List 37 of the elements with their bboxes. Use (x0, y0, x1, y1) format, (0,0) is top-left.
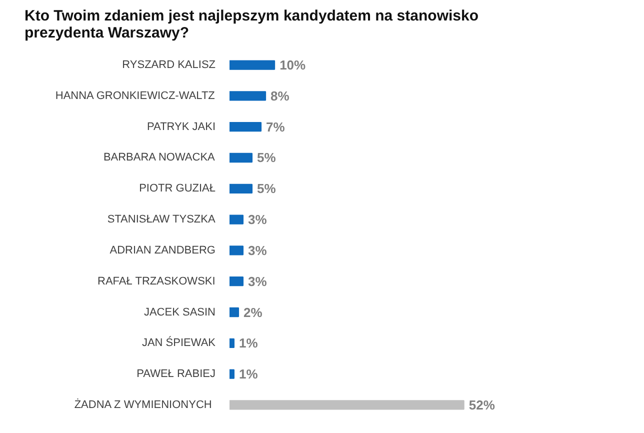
data-label: 3% (248, 274, 268, 289)
y-tick-label: PAWEŁ RABIEJ (136, 368, 216, 380)
bar (230, 338, 235, 348)
bar (230, 91, 266, 101)
data-label: 5% (257, 181, 276, 196)
data-label: 52% (468, 397, 496, 412)
y-tick-label: RAFAŁ TRZASKOWSKI (98, 275, 216, 288)
y-tick-label: ŻADNA Z WYMIENIONYCH (74, 398, 212, 411)
y-tick-label: PIOTR GUZIAŁ (139, 182, 216, 195)
data-label: 1% (239, 366, 258, 382)
y-tick-label: JACEK SASIN (144, 306, 216, 318)
data-label: 8% (270, 88, 290, 104)
bar (230, 276, 244, 286)
y-tick-label: STANISŁAW TYSZKA (107, 214, 216, 226)
data-label: 3% (248, 212, 268, 228)
bar (230, 246, 244, 256)
y-tick-label: HANNA GRONKIEWICZ-WALTZ (55, 90, 216, 102)
chart-title: Kto Twoim zdaniem jest najlepszym kandydatem na stanowisko prezydenta Warszawy? (24, 8, 478, 42)
bar (230, 184, 253, 194)
bar (230, 369, 235, 379)
bar (230, 60, 276, 70)
bar (230, 152, 253, 163)
data-label: 7% (266, 119, 286, 134)
y-tick-label: JAN ŚPIEWAK (142, 336, 216, 350)
y-tick-label: ADRIAN ZANDBERG (110, 244, 216, 256)
bar (230, 214, 244, 224)
data-label: 3% (248, 242, 268, 258)
bar (230, 122, 262, 132)
data-label: 1% (239, 336, 258, 351)
data-label: 2% (244, 304, 263, 320)
data-label: 5% (257, 150, 276, 166)
data-label: 10% (280, 58, 306, 73)
bar (230, 400, 464, 410)
y-tick-label: BARBARA NOWACKA (103, 152, 216, 164)
y-tick-label: PATRYK JAKI (147, 120, 216, 133)
y-tick-label: RYSZARD KALISZ (122, 59, 216, 72)
bar (230, 307, 240, 318)
